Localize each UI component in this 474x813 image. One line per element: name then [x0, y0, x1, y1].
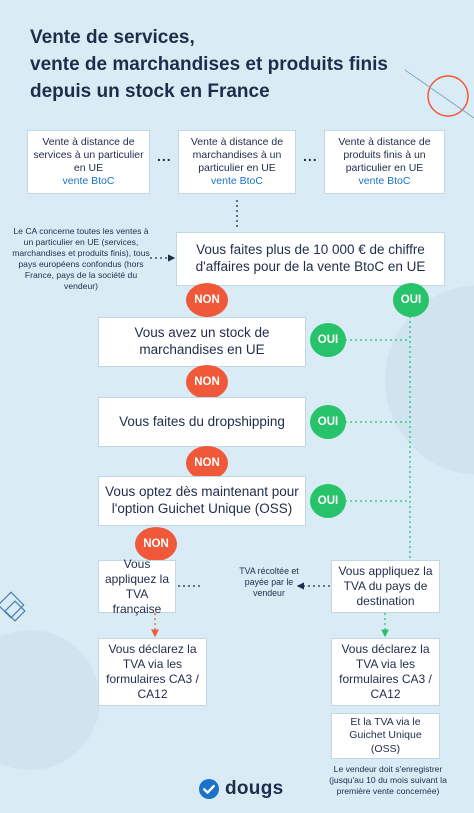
oui-badge-q4: OUI: [310, 484, 346, 518]
question-2-box: Vous avez un stock de marchandises en UE: [98, 317, 306, 367]
logo-text: dougs: [225, 778, 284, 799]
decor-line: [404, 69, 474, 119]
oss-box: Et la TVA via le Guichet Unique (OSS): [331, 713, 440, 759]
top-box-produits-tag: vente BtoC: [358, 175, 411, 188]
question-4-box: Vous optez dès maintenant pour l'option …: [98, 476, 306, 526]
oui-badge-q1: OUI: [393, 283, 429, 317]
side-note: Le CA concerne toutes les ventes à un pa…: [12, 226, 150, 291]
result-french-vat-text: Vous appliquez la TVA française: [104, 556, 170, 616]
check-circle-icon: [199, 779, 219, 799]
decor-diamond-icon: [4, 600, 26, 622]
top-box-services-tag: vente BtoC: [62, 175, 115, 188]
top-box-marchandises-tag: vente BtoC: [211, 175, 263, 188]
top-box-services: Vente à distance de services à un partic…: [27, 130, 150, 194]
title-line-3: depuis un stock en France: [30, 81, 270, 102]
top-box-marchandises: Vente à distance de marchandises à un pa…: [178, 130, 296, 194]
top-box-marchandises-text: Vente à distance de marchandises à un pa…: [190, 135, 284, 174]
top-box-produits-text: Vente à distance de produits finis à un …: [338, 135, 431, 174]
question-2-text: Vous avez un stock de marchandises en UE: [134, 325, 270, 357]
question-1-box: Vous faites plus de 10 000 € de chiffre …: [176, 232, 445, 286]
title-line-1: Vente de services,: [30, 27, 195, 48]
oui-badge-q2: OUI: [310, 323, 346, 357]
result-destination-vat-text: Vous appliquez la TVA du pays de destina…: [338, 564, 433, 608]
declare-left-text: Vous déclarez la TVA via les formulaires…: [106, 642, 199, 701]
top-box-services-text: Vente à distance de services à un partic…: [33, 135, 144, 174]
non-badge-q4: NON: [135, 527, 177, 561]
title-line-2: vente de marchandises et produits finis: [30, 54, 388, 75]
top-box-produits: Vente à distance de produits finis à un …: [324, 130, 445, 194]
non-badge-q3: NON: [186, 446, 228, 480]
dougs-logo: dougs: [198, 778, 284, 800]
declare-box-left: Vous déclarez la TVA via les formulaires…: [98, 638, 207, 706]
result-destination-vat: Vous appliquez la TVA du pays de destina…: [331, 560, 440, 613]
ellipsis: ...: [157, 148, 172, 164]
declare-box-right: Vous déclarez la TVA via les formulaires…: [331, 638, 440, 706]
question-1-text: Vous faites plus de 10 000 € de chiffre …: [195, 242, 426, 274]
oss-text: Et la TVA via le Guichet Unique (OSS): [349, 716, 422, 755]
result-french-vat: Vous appliquez la TVA française: [98, 557, 176, 616]
non-badge-q1: NON: [186, 283, 228, 317]
decor-circle-left: [0, 630, 100, 770]
question-4-text: Vous optez dès maintenant pour l'option …: [105, 484, 299, 516]
decor-circle-right: [385, 285, 474, 475]
question-3-box: Vous faites du dropshipping: [98, 397, 306, 447]
question-3-text: Vous faites du dropshipping: [119, 413, 285, 429]
tva-note: TVA récoltée et payée par le vendeur: [239, 566, 299, 598]
register-note: Le vendeur doit s'enregistrer (jusqu'au …: [329, 764, 447, 796]
non-badge-q2: NON: [186, 365, 228, 399]
declare-right-text: Vous déclarez la TVA via les formulaires…: [339, 642, 432, 701]
ellipsis: ...: [303, 148, 318, 164]
decor-ring-icon: [427, 75, 469, 117]
page-title: Vente de services, vente de marchandises…: [30, 24, 450, 105]
oui-badge-q3: OUI: [310, 405, 346, 439]
